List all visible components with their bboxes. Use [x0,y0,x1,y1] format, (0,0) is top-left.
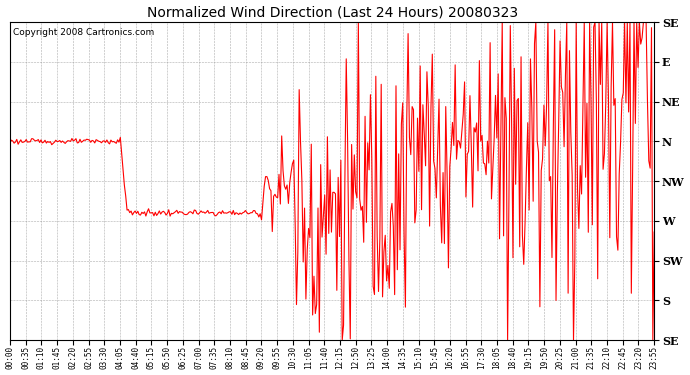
Title: Normalized Wind Direction (Last 24 Hours) 20080323: Normalized Wind Direction (Last 24 Hours… [146,6,518,20]
Text: Copyright 2008 Cartronics.com: Copyright 2008 Cartronics.com [13,28,155,38]
